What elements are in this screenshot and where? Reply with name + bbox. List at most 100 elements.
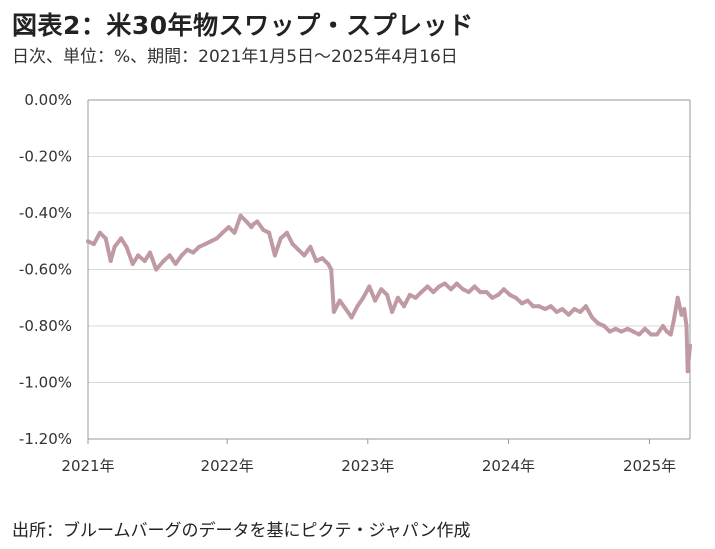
data-point <box>326 261 331 266</box>
data-point <box>179 253 184 258</box>
data-point <box>86 239 90 244</box>
series-line <box>86 213 692 374</box>
data-point <box>607 329 612 334</box>
x-axis-ticks: 2021年 2022年 2023年 2024年 2025年 <box>61 439 676 475</box>
data-point <box>548 304 553 309</box>
data-point <box>226 225 231 230</box>
data-point <box>329 267 334 272</box>
data-point <box>197 244 201 249</box>
data-point <box>454 281 459 286</box>
data-point <box>466 290 471 295</box>
data-point <box>119 236 124 241</box>
x-tick-label: 2025年 <box>623 457 676 475</box>
data-point <box>461 287 465 292</box>
x-tick-label: 2022年 <box>201 457 254 475</box>
data-point <box>203 242 208 247</box>
data-point <box>525 298 530 303</box>
data-point <box>267 230 272 235</box>
data-point <box>161 259 166 263</box>
data-point <box>385 292 390 297</box>
data-point <box>496 292 501 297</box>
data-point <box>390 309 395 314</box>
data-point <box>290 242 295 247</box>
data-point <box>130 261 135 266</box>
data-point <box>478 290 483 295</box>
data-point <box>97 230 102 235</box>
data-point <box>688 343 692 348</box>
data-point <box>413 295 418 300</box>
data-point <box>395 295 400 300</box>
data-point <box>255 219 260 224</box>
data-point <box>536 304 541 309</box>
data-point <box>637 332 642 337</box>
data-point <box>314 259 319 263</box>
data-point <box>578 309 583 314</box>
series-layer <box>86 213 692 374</box>
data-point <box>490 295 495 300</box>
data-point <box>320 256 325 261</box>
data-point <box>91 242 96 247</box>
y-tick-label: -0.20% <box>19 148 72 166</box>
data-point <box>649 332 654 337</box>
data-point <box>437 284 442 289</box>
data-point <box>331 309 336 314</box>
y-tick-label: 0.00% <box>24 91 72 109</box>
data-point <box>668 332 673 337</box>
source-note: 出所：ブルームバーグのデータを基にピクテ・ジャパン作成 <box>12 521 471 541</box>
data-point <box>154 267 159 272</box>
data-point <box>671 318 676 323</box>
data-point <box>108 259 113 263</box>
data-point <box>675 295 680 300</box>
data-point <box>373 298 378 303</box>
grid-lines <box>88 156 690 383</box>
y-tick-label: -0.80% <box>19 317 72 335</box>
data-point <box>449 287 453 292</box>
data-point <box>191 250 196 255</box>
data-point <box>361 295 366 300</box>
chart-subtitle: 日次、単位：%、期間：2021年1月5日～2025年4月16日 <box>12 47 458 67</box>
data-point <box>501 287 506 292</box>
data-point <box>367 284 372 289</box>
data-point <box>251 222 256 227</box>
data-point <box>214 236 219 241</box>
data-point <box>631 329 636 334</box>
data-point <box>642 326 647 331</box>
data-point <box>124 244 129 249</box>
data-point <box>220 230 225 235</box>
data-point <box>419 290 424 295</box>
data-point <box>554 309 559 314</box>
data-point <box>208 239 213 244</box>
data-point <box>442 281 447 286</box>
data-point <box>684 324 689 328</box>
data-point <box>379 287 384 292</box>
data-point <box>425 284 430 289</box>
data-point <box>531 304 536 309</box>
data-point <box>664 329 669 334</box>
data-point <box>343 307 348 312</box>
data-point <box>431 290 436 295</box>
y-tick-label: -1.00% <box>19 374 72 392</box>
y-tick-label: -0.60% <box>19 261 72 279</box>
data-point <box>232 230 237 235</box>
data-point <box>560 307 565 312</box>
data-point <box>472 284 477 289</box>
data-point <box>508 292 512 297</box>
data-point <box>103 236 108 241</box>
data-point <box>661 324 665 328</box>
x-tick-label: 2023年 <box>341 457 394 475</box>
data-point <box>685 369 690 374</box>
data-point <box>185 247 190 252</box>
data-point <box>484 290 489 295</box>
data-point <box>595 321 600 326</box>
data-point <box>148 250 152 255</box>
data-point <box>337 298 342 303</box>
plot-frame <box>87 99 691 440</box>
data-point <box>142 259 147 263</box>
chart-title: 図表2：米30年物スワップ・スプレッド <box>12 11 474 40</box>
data-point <box>278 236 283 241</box>
data-point <box>167 253 172 258</box>
x-tick-label: 2024年 <box>482 457 535 475</box>
data-point <box>625 326 630 331</box>
data-point <box>272 253 277 258</box>
